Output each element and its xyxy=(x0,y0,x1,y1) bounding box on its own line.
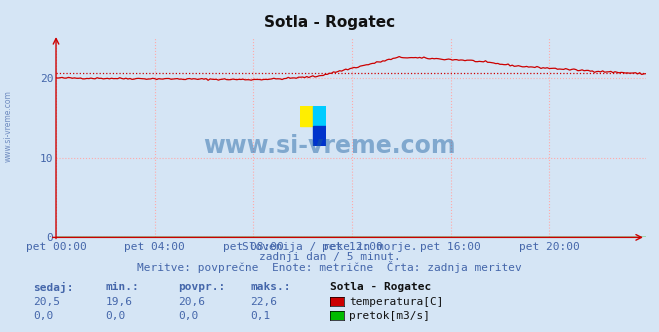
Bar xyxy=(300,106,313,126)
Text: temperatura[C]: temperatura[C] xyxy=(349,297,444,307)
Text: 0,1: 0,1 xyxy=(250,311,271,321)
Text: 0,0: 0,0 xyxy=(178,311,198,321)
Text: Meritve: povprečne  Enote: metrične  Črta: zadnja meritev: Meritve: povprečne Enote: metrične Črta:… xyxy=(137,261,522,273)
Text: 20,6: 20,6 xyxy=(178,297,205,307)
Text: zadnji dan / 5 minut.: zadnji dan / 5 minut. xyxy=(258,252,401,262)
Bar xyxy=(313,106,326,126)
Text: 20,5: 20,5 xyxy=(33,297,60,307)
Text: www.si-vreme.com: www.si-vreme.com xyxy=(203,134,456,158)
Text: maks.:: maks.: xyxy=(250,282,291,292)
Text: Sotla - Rogatec: Sotla - Rogatec xyxy=(330,282,431,292)
Text: sedaj:: sedaj: xyxy=(33,282,73,293)
Text: 0,0: 0,0 xyxy=(33,311,53,321)
Text: povpr.:: povpr.: xyxy=(178,282,225,292)
Text: 22,6: 22,6 xyxy=(250,297,277,307)
Bar xyxy=(313,126,326,146)
Text: 19,6: 19,6 xyxy=(105,297,132,307)
Text: min.:: min.: xyxy=(105,282,139,292)
Text: Slovenija / reke in morje.: Slovenija / reke in morje. xyxy=(242,242,417,252)
Text: pretok[m3/s]: pretok[m3/s] xyxy=(349,311,430,321)
Text: Sotla - Rogatec: Sotla - Rogatec xyxy=(264,15,395,30)
Text: 0,0: 0,0 xyxy=(105,311,126,321)
Text: www.si-vreme.com: www.si-vreme.com xyxy=(3,90,13,162)
